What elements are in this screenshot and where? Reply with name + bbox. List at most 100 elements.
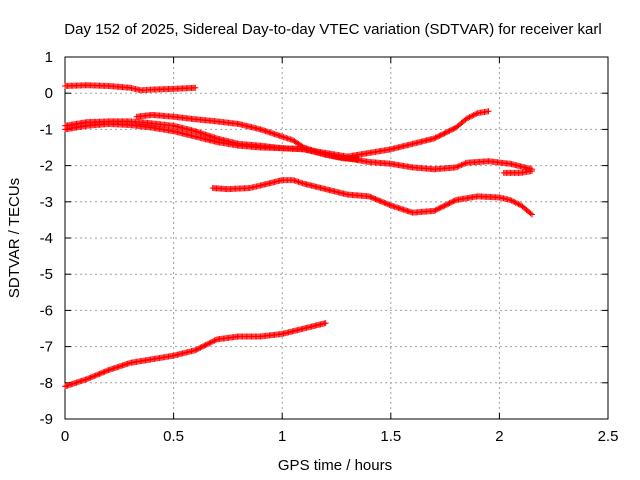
data-point <box>447 199 454 206</box>
data-point <box>457 162 464 169</box>
y-tick-label: -9 <box>40 411 53 428</box>
data-point <box>449 126 456 133</box>
grid-lines <box>65 57 608 419</box>
data-point <box>383 200 390 207</box>
data-point <box>203 341 210 348</box>
data-point <box>442 129 449 136</box>
data-point <box>385 201 392 208</box>
data-point <box>84 375 91 382</box>
y-tick-label: -1 <box>40 121 53 138</box>
data-point <box>373 196 380 203</box>
x-tick-label: 2 <box>495 428 503 445</box>
chart-title: Day 152 of 2025, Sidereal Day-to-day VTE… <box>64 21 601 38</box>
data-point <box>527 210 534 217</box>
x-tick-label: 0 <box>61 428 69 445</box>
data-point <box>92 372 99 379</box>
data-point <box>376 197 383 204</box>
data-point <box>437 132 444 139</box>
data-point <box>466 114 473 121</box>
data-point <box>514 200 521 207</box>
data-point <box>386 201 393 208</box>
y-tick-label: -3 <box>40 194 53 211</box>
data-point <box>458 162 465 169</box>
data-point <box>431 135 438 142</box>
y-axis: 1 0 -1 -2 -3 -4 -5 -6 -7 -8 -9 <box>40 49 608 428</box>
data-point <box>438 204 445 211</box>
data-points <box>62 82 535 390</box>
data-point <box>435 133 442 140</box>
data-point <box>444 201 451 208</box>
data-point <box>198 344 205 351</box>
data-point <box>446 127 453 134</box>
data-point <box>104 367 111 374</box>
data-point <box>512 199 519 206</box>
data-point <box>432 207 439 214</box>
data-point <box>366 193 373 200</box>
data-point <box>95 371 102 378</box>
data-point <box>322 320 329 327</box>
y-tick-label: 1 <box>45 49 53 66</box>
data-point <box>508 197 515 204</box>
data-point <box>450 125 457 132</box>
data-point <box>97 370 104 377</box>
data-point <box>355 156 362 163</box>
data-point <box>465 114 472 121</box>
data-point <box>471 111 478 118</box>
series-arc-g <box>62 320 329 390</box>
y-tick-label: -8 <box>40 375 53 392</box>
data-point <box>380 199 387 206</box>
data-point <box>463 115 470 122</box>
x-tick-label: 0.5 <box>163 428 184 445</box>
data-point <box>445 200 452 207</box>
data-point <box>528 211 535 218</box>
y-axis-label: SDTVAR / TECUs <box>6 178 23 298</box>
data-point <box>196 345 203 352</box>
series-arc-d <box>133 111 362 163</box>
data-point <box>485 108 492 115</box>
data-point <box>473 110 480 117</box>
series-arc-e <box>500 168 535 176</box>
data-point <box>436 205 443 212</box>
data-point <box>377 198 384 205</box>
data-point <box>440 130 447 137</box>
x-axis: 0 0.5 1 1.5 2 2.5 <box>61 57 619 445</box>
data-point <box>511 199 518 206</box>
data-point <box>454 163 461 170</box>
data-point <box>446 200 453 207</box>
data-point <box>432 134 439 141</box>
data-point <box>441 202 448 209</box>
data-point <box>372 196 379 203</box>
data-point <box>450 198 457 205</box>
data-point <box>299 143 306 150</box>
x-tick-label: 1.5 <box>380 428 401 445</box>
data-point <box>210 338 217 345</box>
data-point <box>459 161 466 168</box>
data-point <box>381 199 388 206</box>
data-point <box>462 160 469 167</box>
data-point <box>192 347 199 354</box>
y-tick-label: -2 <box>40 158 53 175</box>
data-point <box>99 369 106 376</box>
data-point <box>100 369 107 376</box>
data-point <box>440 203 447 210</box>
data-point <box>433 134 440 141</box>
y-tick-label: 0 <box>45 85 53 102</box>
x-tick-label: 2.5 <box>598 428 619 445</box>
x-axis-label: GPS time / hours <box>278 457 392 474</box>
data-point <box>83 376 90 383</box>
data-point <box>206 340 213 347</box>
data-point <box>205 340 212 347</box>
data-point <box>444 129 451 136</box>
data-point <box>91 372 98 379</box>
data-point <box>367 193 374 200</box>
data-point <box>438 131 445 138</box>
data-point <box>509 198 516 205</box>
data-point <box>192 84 199 91</box>
series-arc-f <box>209 177 535 218</box>
data-point <box>193 346 200 353</box>
data-point <box>442 202 449 209</box>
data-point <box>368 194 375 201</box>
data-point <box>382 200 389 207</box>
data-point <box>461 160 468 167</box>
